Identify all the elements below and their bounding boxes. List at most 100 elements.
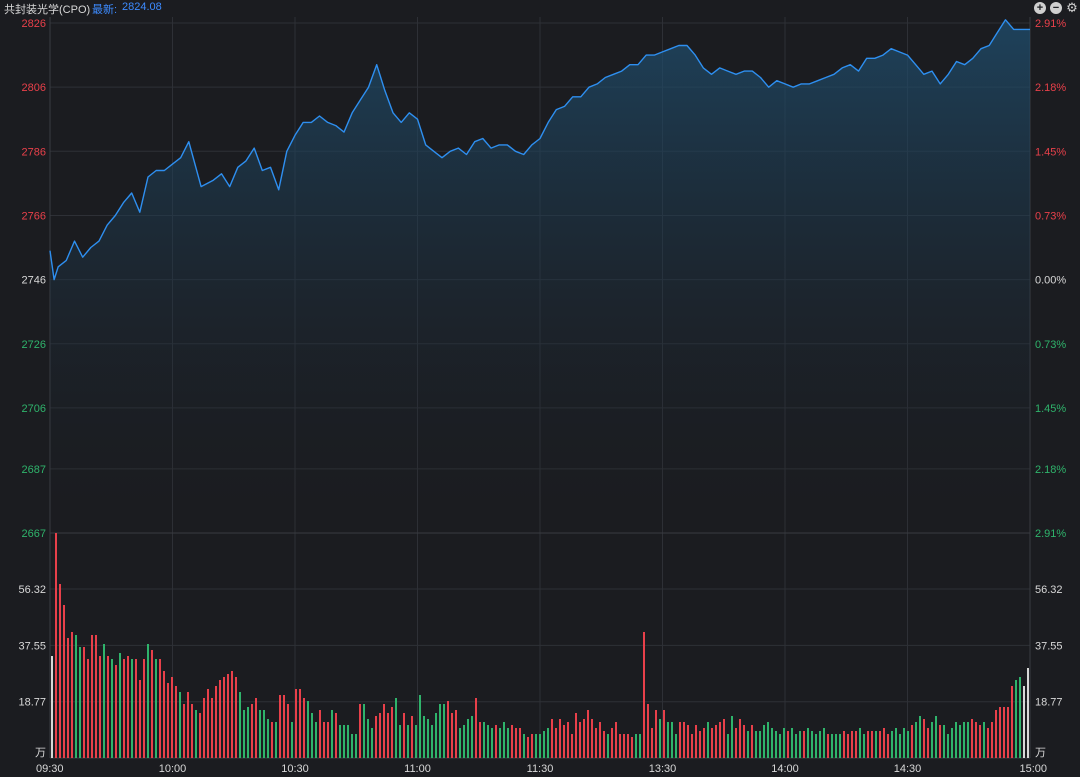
volume-bar: [139, 680, 141, 758]
volume-bar: [695, 725, 697, 758]
volume-tick-label: 37.55: [18, 640, 46, 652]
volume-bar: [563, 725, 565, 758]
volume-tick-label: 37.55: [1035, 640, 1063, 652]
volume-bar: [55, 533, 57, 758]
volume-bar: [635, 734, 637, 758]
price-tick-label: 2766: [22, 210, 46, 222]
volume-bar: [707, 722, 709, 758]
volume-bar: [807, 728, 809, 758]
volume-bar: [571, 734, 573, 758]
volume-bar: [99, 656, 101, 758]
volume-bar: [459, 728, 461, 758]
volume-bar: [683, 722, 685, 758]
volume-bar: [379, 713, 381, 758]
volume-bar: [671, 722, 673, 758]
volume-bar: [75, 635, 77, 758]
pct-tick-label: 2.18%: [1035, 464, 1066, 476]
volume-bar: [551, 719, 553, 758]
time-tick-label: 13:30: [649, 763, 677, 775]
volume-bars: [51, 533, 1029, 758]
price-tick-label: 2826: [22, 18, 46, 30]
volume-bar: [247, 707, 249, 758]
volume-bar: [847, 734, 849, 758]
volume-bar: [959, 725, 961, 758]
pct-tick-label: 1.45%: [1035, 146, 1066, 158]
volume-bar: [987, 728, 989, 758]
volume-bar: [403, 713, 405, 758]
volume-bar: [67, 638, 69, 758]
volume-bar: [835, 734, 837, 758]
volume-bar: [943, 725, 945, 758]
volume-bar: [915, 722, 917, 758]
volume-bar: [447, 701, 449, 758]
volume-bar: [627, 734, 629, 758]
volume-bar: [591, 719, 593, 758]
volume-bar: [823, 728, 825, 758]
volume-bar: [207, 689, 209, 758]
volume-bar: [59, 584, 61, 758]
volume-bar: [703, 728, 705, 758]
volume-bar: [819, 731, 821, 758]
volume-bar: [795, 734, 797, 758]
volume-bar: [831, 734, 833, 758]
volume-bar: [515, 728, 517, 758]
volume-bar: [575, 713, 577, 758]
volume-bar: [235, 677, 237, 758]
volume-bar: [455, 710, 457, 758]
volume-bar: [115, 665, 117, 758]
volume-bar: [271, 722, 273, 758]
volume-bar: [323, 722, 325, 758]
volume-bar: [95, 635, 97, 758]
time-tick-label: 14:30: [894, 763, 922, 775]
volume-bar: [91, 635, 93, 758]
volume-bar: [511, 725, 513, 758]
volume-bar: [599, 722, 601, 758]
volume-bar: [811, 731, 813, 758]
volume-bar: [335, 713, 337, 758]
volume-bar: [839, 734, 841, 758]
volume-tick-label: 56.32: [1035, 584, 1063, 596]
volume-bar: [619, 734, 621, 758]
volume-bar: [311, 713, 313, 758]
volume-bar: [499, 728, 501, 758]
volume-bar: [375, 716, 377, 758]
volume-bar: [151, 650, 153, 758]
volume-bar: [623, 734, 625, 758]
volume-bar: [991, 722, 993, 758]
volume-bar: [763, 725, 765, 758]
volume-bar: [467, 719, 469, 758]
volume-bar: [303, 698, 305, 758]
volume-bar: [495, 725, 497, 758]
volume-bar: [755, 731, 757, 758]
pct-tick-label: 2.91%: [1035, 18, 1066, 30]
volume-bar: [771, 728, 773, 758]
volume-bar: [491, 728, 493, 758]
volume-bar: [743, 725, 745, 758]
price-area: [49, 19, 1030, 534]
chart-header: 共封装光学(CPO) 最新: 2824.08 + − ⚙: [0, 0, 1080, 17]
volume-bar: [111, 659, 113, 758]
volume-bar: [107, 656, 109, 758]
last-price-value: 2824.08: [122, 1, 162, 13]
minus-circle-icon[interactable]: −: [1050, 2, 1062, 14]
volume-bar: [567, 722, 569, 758]
volume-bar: [127, 656, 129, 758]
volume-bar: [451, 713, 453, 758]
volume-bar: [355, 734, 357, 758]
gear-icon[interactable]: ⚙: [1066, 0, 1078, 15]
volume-bar: [399, 725, 401, 758]
volume-bar: [343, 725, 345, 758]
volume-bar: [523, 734, 525, 758]
volume-bar: [547, 728, 549, 758]
plus-circle-icon[interactable]: +: [1034, 2, 1046, 14]
time-tick-label: 15:00: [1019, 763, 1047, 775]
volume-bar: [1027, 668, 1029, 758]
volume-bar: [1003, 707, 1005, 758]
volume-bar: [503, 722, 505, 758]
volume-bar: [147, 644, 149, 758]
volume-bar: [615, 722, 617, 758]
last-price-label: 最新:: [92, 4, 118, 16]
volume-bar: [487, 725, 489, 758]
volume-bar: [191, 704, 193, 758]
